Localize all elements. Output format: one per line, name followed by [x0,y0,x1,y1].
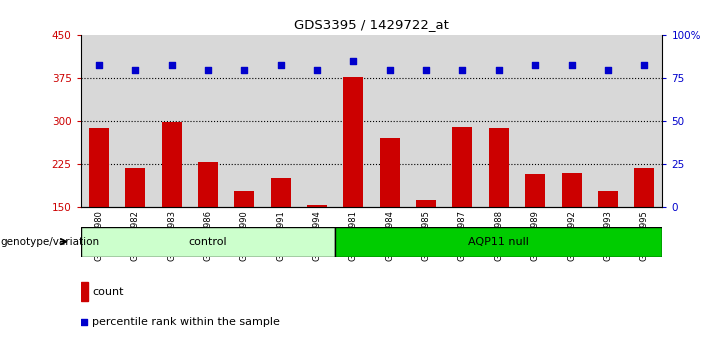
Bar [626,35,662,207]
Bar [226,35,262,207]
Bar [299,35,335,207]
Bar [590,35,626,207]
Bar [553,35,590,207]
Point [421,67,432,73]
Bar [408,35,444,207]
Bar [380,138,400,207]
Point [203,67,214,73]
Bar [125,168,145,207]
Bar [198,162,218,207]
Bar [598,191,618,207]
Bar [190,35,226,207]
Bar [444,35,481,207]
Text: percentile rank within the sample: percentile rank within the sample [93,317,280,327]
Bar [81,35,117,207]
Bar [262,35,299,207]
Bar [562,173,582,207]
Bar [416,200,436,207]
Bar [452,127,472,207]
Point [79,319,90,325]
Point [166,62,177,67]
Bar [634,168,654,207]
Point [311,67,322,73]
Point [529,62,540,67]
Text: genotype/variation: genotype/variation [0,236,99,247]
Bar [307,205,327,207]
Bar [81,227,335,257]
Point [639,62,650,67]
Bar [271,178,291,207]
Bar [81,281,88,301]
Point [348,58,359,64]
Bar [517,35,553,207]
Point [494,67,505,73]
Bar [343,76,363,207]
Point [93,62,104,67]
Bar [89,128,109,207]
Point [130,67,141,73]
Bar [161,122,182,207]
Text: count: count [93,287,123,297]
Bar [481,35,517,207]
Bar [154,35,190,207]
Point [602,67,613,73]
Title: GDS3395 / 1429722_at: GDS3395 / 1429722_at [294,18,449,32]
Bar [489,128,509,207]
Bar [335,35,372,207]
Bar [117,35,154,207]
Point [457,67,468,73]
Point [238,67,250,73]
Bar [234,191,254,207]
Point [275,62,286,67]
Text: control: control [189,236,227,247]
Bar [372,35,408,207]
Point [384,67,395,73]
Text: AQP11 null: AQP11 null [468,236,529,247]
Bar [335,227,662,257]
Point [566,62,577,67]
Bar [525,174,545,207]
